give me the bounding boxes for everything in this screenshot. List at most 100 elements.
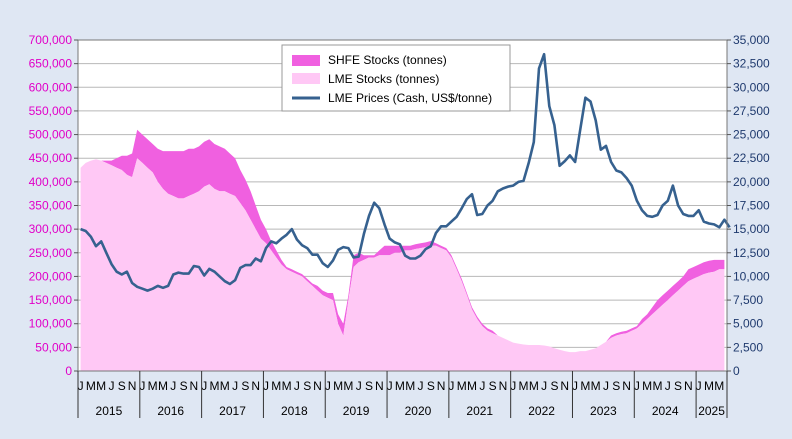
x-axis-month-label: N <box>437 379 446 393</box>
x-axis-month-label: J <box>201 379 207 393</box>
left-axis-tick-label: 150,000 <box>29 293 73 307</box>
x-axis-year-label: 2015 <box>96 404 123 418</box>
x-axis-month-label: M <box>96 379 106 393</box>
right-axis-tick-label: 15,000 <box>733 222 770 236</box>
left-axis-tick-label: 350,000 <box>29 199 73 213</box>
x-axis-month-label: S <box>365 379 373 393</box>
x-axis-month-label: S <box>489 379 497 393</box>
x-axis-month-label: J <box>541 379 547 393</box>
x-axis-month-label: J <box>572 379 578 393</box>
right-axis-tick-label: 17,500 <box>733 199 770 213</box>
x-axis-month-label: J <box>665 379 671 393</box>
x-axis-year-label: 2019 <box>343 404 370 418</box>
legend-swatch-lme-stocks <box>292 73 320 84</box>
right-axis-tick-label: 32,500 <box>733 57 770 71</box>
left-axis: 0 50,000 100,000 150,000 200,000 250,000 300,0… <box>29 33 78 378</box>
left-axis-tick-label: 400,000 <box>29 175 73 189</box>
right-axis-tick-label: 2,500 <box>733 340 763 354</box>
left-axis-tick-label: 200,000 <box>29 269 73 283</box>
left-axis-tick-label: 550,000 <box>29 104 73 118</box>
x-axis-month-label: J <box>696 379 702 393</box>
x-axis-month-label: M <box>333 379 343 393</box>
legend-label-lme-prices: LME Prices (Cash, US$/tonne) <box>328 91 492 105</box>
right-axis-tick-label: 20,000 <box>733 175 770 189</box>
x-axis-month-label: M <box>395 379 405 393</box>
right-axis-tick-label: 7,500 <box>733 293 763 307</box>
right-axis: 0 2,500 5,000 7,500 10,000 12,500 15,000 17,500… <box>727 33 770 378</box>
right-axis-tick-label: 25,000 <box>733 128 770 142</box>
x-axis-month-label: M <box>714 379 724 393</box>
x-axis-month-label: S <box>180 379 188 393</box>
x-axis-month-label: M <box>343 379 353 393</box>
x-axis-year-label: 2016 <box>157 404 184 418</box>
left-axis-tick-label: 450,000 <box>29 151 73 165</box>
x-axis-month-label: J <box>634 379 640 393</box>
right-axis-tick-label: 0 <box>733 364 740 378</box>
x-axis-month-label: J <box>387 379 393 393</box>
x-axis-month-label: N <box>560 379 569 393</box>
left-axis-tick-label: 700,000 <box>29 33 73 47</box>
x-axis-month-label: S <box>427 379 435 393</box>
left-axis-tick-label: 100,000 <box>29 317 73 331</box>
x-axis-month-label: M <box>148 379 158 393</box>
x-axis-month-label: J <box>294 379 300 393</box>
left-axis-tick-label: 300,000 <box>29 222 73 236</box>
x-axis-month-label: J <box>479 379 485 393</box>
right-axis-tick-label: 35,000 <box>733 33 770 47</box>
right-axis-tick-label: 30,000 <box>733 80 770 94</box>
x-axis-month-label: M <box>529 379 539 393</box>
x-axis-year-label: 2018 <box>281 404 308 418</box>
x-axis-month-label: N <box>684 379 693 393</box>
x-axis-month-label: J <box>418 379 424 393</box>
left-axis-tick-label: 600,000 <box>29 80 73 94</box>
x-axis-month-label: J <box>356 379 362 393</box>
x-axis-month-label: M <box>467 379 477 393</box>
left-axis-tick-label: 650,000 <box>29 57 73 71</box>
x-axis-month-label: M <box>220 379 230 393</box>
x-axis-month-label: M <box>580 379 590 393</box>
x-axis-month-label: M <box>271 379 281 393</box>
x-axis-month-label: N <box>622 379 631 393</box>
x-axis-month-label: J <box>448 379 454 393</box>
left-axis-tick-label: 250,000 <box>29 246 73 260</box>
x-axis-month-label: S <box>303 379 311 393</box>
series-areas <box>80 129 725 371</box>
x-axis-month-label: M <box>158 379 168 393</box>
lme-stocks-area <box>80 158 725 371</box>
x-axis-month-label: S <box>118 379 126 393</box>
x-axis-month-label: M <box>457 379 467 393</box>
x-axis-month-label: S <box>550 379 558 393</box>
right-axis-tick-label: 5,000 <box>733 317 763 331</box>
right-axis-tick-label: 27,500 <box>733 104 770 118</box>
right-axis-tick-label: 10,000 <box>733 269 770 283</box>
x-axis-month-label: J <box>263 379 269 393</box>
legend-label-lme-stocks: LME Stocks (tonnes) <box>328 72 439 86</box>
x-axis-month-label: N <box>499 379 508 393</box>
shfe-stocks-area <box>80 129 725 353</box>
x-axis-year-label: 2017 <box>219 404 246 418</box>
lme-prices-line <box>80 52 731 292</box>
x-axis-month-label: J <box>232 379 238 393</box>
x-axis-year-label: 2025 <box>698 404 725 418</box>
x-axis-month-label: S <box>241 379 249 393</box>
x-axis-month-label: M <box>282 379 292 393</box>
x-axis-month-label: J <box>510 379 516 393</box>
x-axis-year-label: 2021 <box>466 404 493 418</box>
x-axis-month-label: M <box>405 379 415 393</box>
x-axis-month-label: M <box>652 379 662 393</box>
legend-swatch-shfe-stocks <box>292 55 320 66</box>
x-axis-month-label: M <box>591 379 601 393</box>
legend-label-shfe-stocks: SHFE Stocks (tonnes) <box>328 53 447 67</box>
x-axis-month-label: J <box>603 379 609 393</box>
x-axis-month-label: M <box>519 379 529 393</box>
x-axis-month-label: N <box>190 379 199 393</box>
x-axis-month-label: M <box>642 379 652 393</box>
right-axis-tick-label: 22,500 <box>733 151 770 165</box>
x-axis-month-label: M <box>209 379 219 393</box>
x-axis-year-label: 2024 <box>652 404 679 418</box>
x-axis-year-label: 2023 <box>590 404 617 418</box>
legend: SHFE Stocks (tonnes) LME Stocks (tonnes)… <box>281 44 511 112</box>
x-axis-month-label: N <box>251 379 260 393</box>
